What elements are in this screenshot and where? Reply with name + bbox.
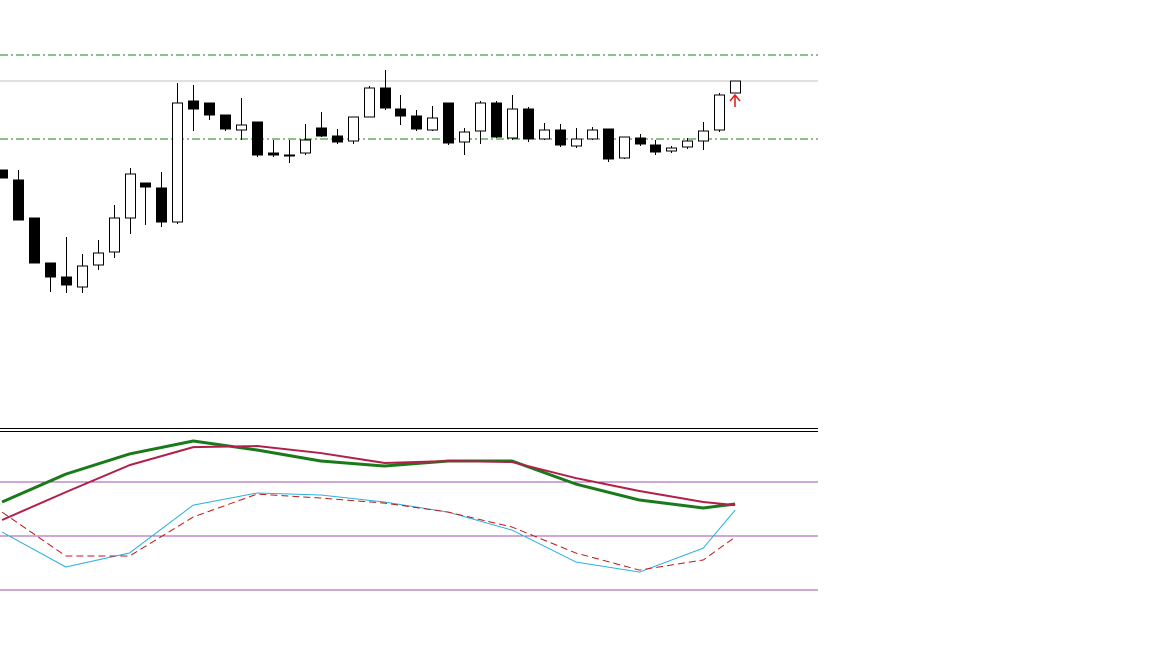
candle-body — [587, 129, 598, 140]
candle-body — [364, 87, 375, 118]
signal-arrow — [729, 93, 741, 107]
candle-body — [491, 102, 502, 138]
candle-body — [252, 121, 263, 156]
indicator-line — [1, 492, 736, 573]
candle-body — [619, 136, 630, 159]
indicator-line — [1, 493, 736, 571]
candle-body — [682, 140, 693, 148]
candle-body — [603, 128, 614, 160]
candle-body — [380, 87, 391, 109]
candle-body — [571, 138, 582, 147]
candle-body — [507, 108, 518, 139]
candle-body — [93, 252, 104, 266]
candle-body — [300, 139, 311, 154]
candle-body — [666, 147, 677, 152]
candle-body — [395, 108, 406, 117]
candle-body — [698, 130, 709, 142]
candle-body — [284, 154, 295, 157]
indicator-line — [1, 439, 736, 510]
candle-body — [635, 137, 646, 145]
candle-body — [29, 217, 40, 264]
candle-body — [555, 129, 566, 146]
candle-body — [411, 115, 422, 130]
candle-body — [220, 114, 231, 130]
candle-body — [125, 173, 136, 219]
candle-body — [539, 129, 550, 140]
candle-body — [188, 100, 199, 110]
candle-body — [523, 108, 534, 140]
candle-body — [475, 102, 486, 132]
candle-body — [61, 276, 72, 286]
candle-body — [443, 102, 454, 144]
candle-body — [427, 117, 438, 131]
candle-body — [140, 182, 151, 188]
candle-body — [77, 265, 88, 288]
candle-body — [348, 116, 359, 142]
candle-body — [268, 152, 279, 156]
candle-body — [236, 124, 247, 131]
candle-body — [730, 80, 741, 94]
candle-body — [204, 102, 215, 116]
candle-body — [332, 135, 343, 143]
candle-body — [0, 169, 8, 179]
candle-body — [156, 187, 167, 223]
candle-body — [316, 127, 327, 137]
candle-body — [714, 94, 725, 131]
candle-body — [45, 262, 56, 278]
candle-body — [650, 144, 661, 153]
candle-body — [459, 131, 470, 143]
candle-body — [109, 217, 120, 253]
candle-body — [13, 179, 24, 221]
candle-body — [172, 102, 183, 223]
indicator-line — [1, 445, 736, 521]
